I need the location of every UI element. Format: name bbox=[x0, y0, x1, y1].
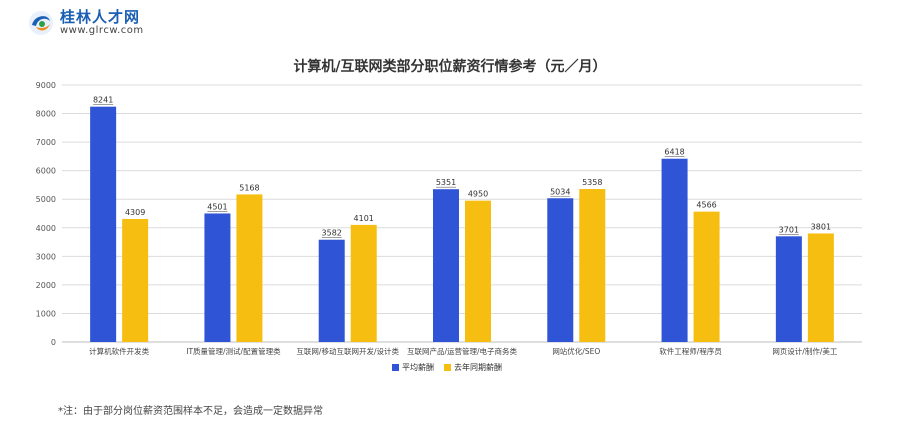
x-category-label: 互联网/移动互联网开发/设计类 bbox=[296, 346, 399, 356]
y-tick-label: 4000 bbox=[36, 224, 56, 233]
y-tick-label: 0 bbox=[51, 338, 56, 347]
x-category-label: 互联网产品/运营管理/电子商务类 bbox=[407, 346, 518, 356]
data-label: 4309 bbox=[125, 208, 145, 217]
bar bbox=[204, 213, 231, 342]
data-label: 3701 bbox=[779, 225, 799, 234]
legend-label: 去年同期薪酬 bbox=[454, 362, 502, 372]
y-tick-label: 3000 bbox=[36, 252, 56, 261]
y-tick-label: 6000 bbox=[36, 167, 56, 176]
bar bbox=[547, 198, 574, 342]
data-label: 4501 bbox=[207, 202, 227, 211]
data-label: 5168 bbox=[239, 183, 259, 192]
bar bbox=[807, 233, 834, 342]
bar bbox=[661, 158, 688, 342]
data-label: 5358 bbox=[582, 178, 602, 187]
bar bbox=[318, 239, 345, 342]
y-tick-label: 9000 bbox=[36, 81, 56, 90]
bar bbox=[350, 224, 377, 342]
y-tick-label: 5000 bbox=[36, 195, 56, 204]
logo-url: www.glrcw.com bbox=[60, 24, 144, 36]
data-label: 5351 bbox=[436, 178, 456, 187]
bar bbox=[465, 200, 491, 342]
x-category-label: 网站优化/SEO bbox=[552, 346, 600, 356]
y-tick-label: 8000 bbox=[36, 110, 56, 119]
data-label: 4566 bbox=[696, 201, 716, 210]
x-category-label: 网页设计/制作/美工 bbox=[772, 346, 838, 356]
x-category-label: 计算机软件开发类 bbox=[89, 346, 149, 356]
y-tick-label: 2000 bbox=[36, 281, 56, 290]
bar bbox=[775, 236, 802, 342]
data-label: 8241 bbox=[93, 96, 113, 105]
bar bbox=[122, 218, 149, 342]
logo-name: 桂林人才网 bbox=[60, 8, 141, 26]
data-label: 3801 bbox=[811, 222, 831, 231]
bar bbox=[693, 211, 720, 342]
legend-label: 平均薪酬 bbox=[402, 362, 434, 372]
x-category-label: 软件工程师/程序员 bbox=[659, 346, 722, 356]
data-label: 3582 bbox=[322, 229, 342, 238]
data-label: 5034 bbox=[550, 187, 570, 196]
bar bbox=[433, 189, 459, 342]
legend-swatch bbox=[392, 364, 399, 371]
data-label: 4101 bbox=[354, 214, 374, 223]
y-tick-label: 1000 bbox=[36, 309, 56, 318]
legend-swatch bbox=[444, 364, 451, 371]
bar bbox=[90, 106, 117, 342]
x-category-label: IT质量管理/测试/配置管理类 bbox=[186, 346, 281, 356]
data-label: 6418 bbox=[664, 148, 684, 157]
data-label: 4950 bbox=[468, 190, 488, 199]
bar bbox=[579, 188, 606, 342]
site-logo: 桂林人才网 www.glrcw.com bbox=[28, 8, 144, 36]
logo-swirl-icon bbox=[29, 11, 53, 36]
y-tick-label: 7000 bbox=[36, 138, 56, 147]
bar bbox=[236, 194, 263, 342]
footnote: *注：由于部分岗位薪资范围样本不足，会造成一定数据异常 bbox=[58, 406, 323, 417]
chart-title: 计算机/互联网类部分职位薪资行情参考（元／月） bbox=[293, 59, 607, 75]
